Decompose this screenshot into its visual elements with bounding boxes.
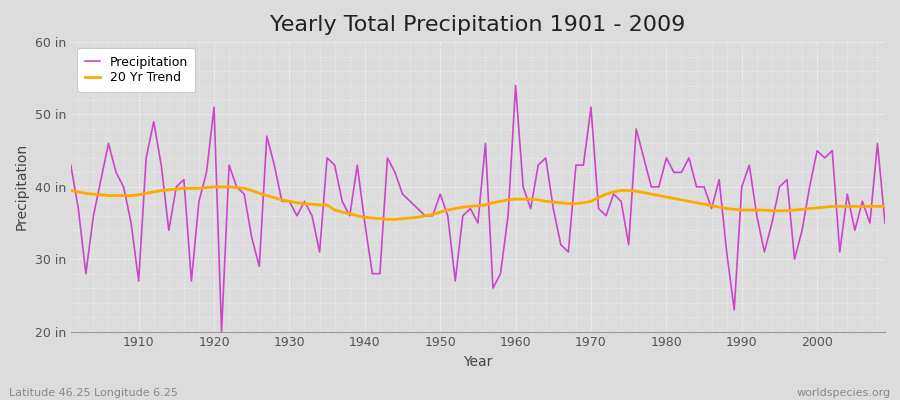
- 20 Yr Trend: [526, 197, 536, 202]
- Text: worldspecies.org: worldspecies.org: [796, 388, 891, 398]
- 20 Yr Trend: [345, 211, 356, 216]
- Precipitation: [518, 184, 528, 189]
- Text: Latitude 46.25 Longitude 6.25: Latitude 46.25 Longitude 6.25: [9, 388, 178, 398]
- Legend: Precipitation, 20 Yr Trend: Precipitation, 20 Yr Trend: [77, 48, 195, 92]
- Line: 20 Yr Trend: 20 Yr Trend: [71, 187, 885, 220]
- 20 Yr Trend: [299, 201, 310, 206]
- Y-axis label: Precipitation: Precipitation: [15, 143, 29, 230]
- X-axis label: Year: Year: [464, 355, 492, 369]
- Precipitation: [299, 199, 310, 204]
- 20 Yr Trend: [126, 193, 137, 198]
- Precipitation: [216, 329, 227, 334]
- Precipitation: [526, 206, 536, 211]
- Precipitation: [616, 199, 626, 204]
- Precipitation: [879, 221, 890, 226]
- 20 Yr Trend: [879, 204, 890, 209]
- 20 Yr Trend: [66, 188, 77, 193]
- Precipitation: [510, 83, 521, 88]
- Title: Yearly Total Precipitation 1901 - 2009: Yearly Total Precipitation 1901 - 2009: [270, 15, 686, 35]
- Precipitation: [126, 221, 137, 226]
- Precipitation: [345, 213, 356, 218]
- 20 Yr Trend: [209, 184, 220, 189]
- Precipitation: [66, 163, 77, 168]
- Line: Precipitation: Precipitation: [71, 86, 885, 332]
- 20 Yr Trend: [518, 197, 528, 202]
- 20 Yr Trend: [382, 217, 392, 222]
- 20 Yr Trend: [616, 188, 626, 193]
